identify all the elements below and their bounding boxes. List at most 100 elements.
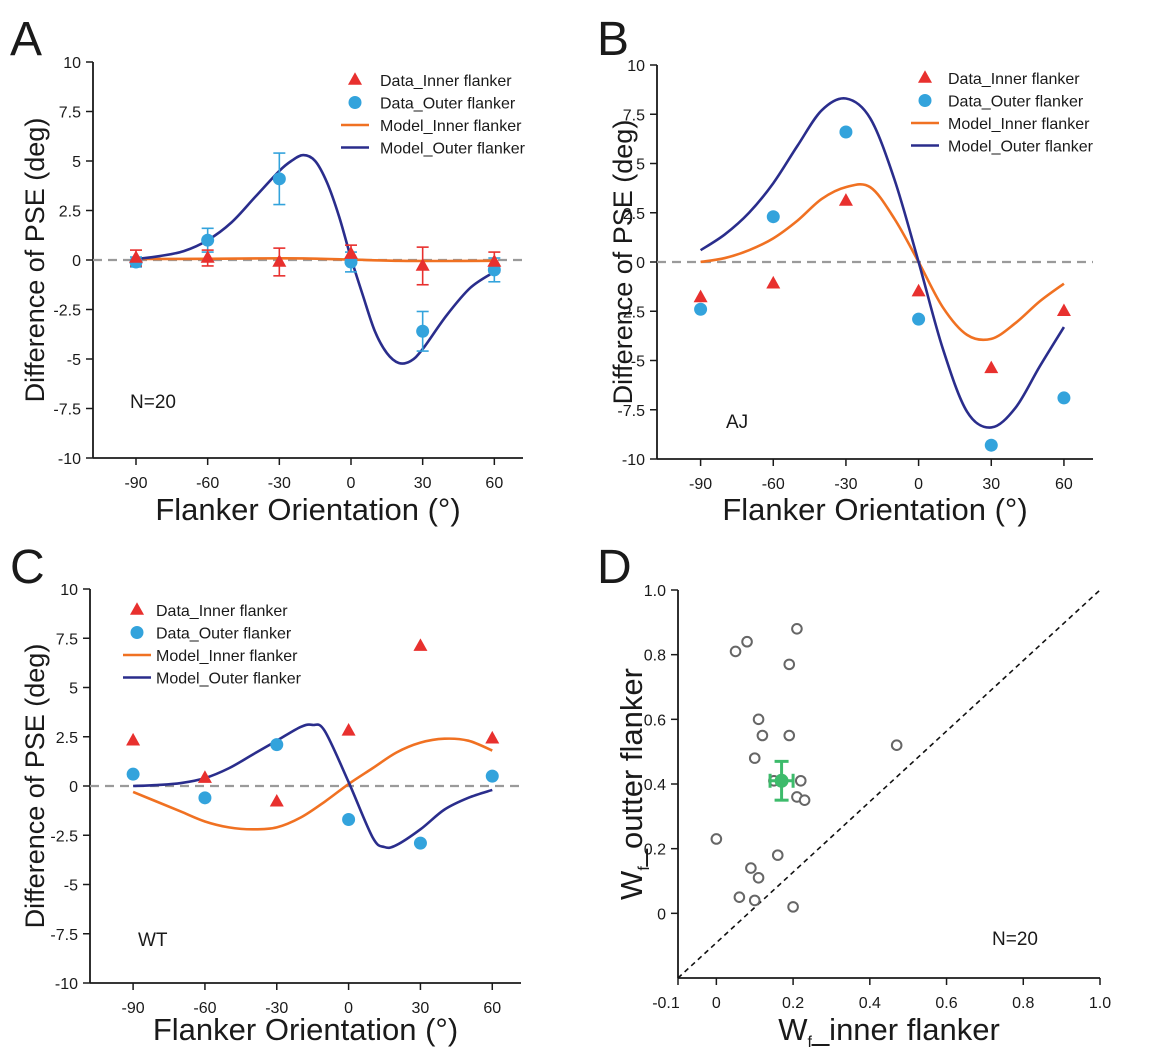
panel-a: A 10 7.5 5 2.5 0 -2.5 -5 -7.5 -10 -90 -60 -30 0 30 60 Di… bbox=[10, 13, 526, 527]
subject-point bbox=[752, 871, 765, 884]
x-tick-label: -60 bbox=[193, 1000, 216, 1017]
y-axis-title: Wf_outter flanker bbox=[614, 668, 653, 900]
legend-label: Model_Outer flanker bbox=[156, 671, 302, 688]
x-tick-label: 60 bbox=[1055, 476, 1073, 493]
y-tick-label: -7.5 bbox=[53, 402, 81, 419]
legend: Data_Inner flanker Data_Outer flanker Mode… bbox=[911, 70, 1094, 156]
y-tick-label: 7.5 bbox=[59, 105, 81, 122]
x-tick-label: -30 bbox=[834, 476, 857, 493]
data-outer-point bbox=[272, 172, 286, 186]
y-tick-label: 2.5 bbox=[56, 730, 78, 747]
legend-label: Model_Inner flanker bbox=[156, 648, 298, 665]
model-outer-line bbox=[699, 97, 1066, 429]
data-outer-point bbox=[126, 767, 140, 781]
subject-point bbox=[798, 794, 811, 806]
x-tick-label: 30 bbox=[982, 476, 1000, 493]
data-inner-point bbox=[341, 723, 356, 736]
y-tick-label: -7.5 bbox=[617, 403, 645, 420]
data-inner-point bbox=[984, 360, 999, 374]
panel-label: B bbox=[597, 13, 629, 66]
subject-point bbox=[794, 774, 807, 787]
x-tick-label: 0 bbox=[344, 1000, 353, 1017]
subject-point bbox=[741, 635, 753, 648]
y-tick-label: -5 bbox=[64, 878, 78, 895]
subject-point bbox=[787, 901, 799, 913]
identity-line bbox=[677, 589, 1101, 979]
subject-point bbox=[771, 849, 784, 861]
data-outer-point bbox=[416, 324, 430, 338]
data-inner-point bbox=[200, 250, 215, 263]
panel-b: B10 7.5 5 2.5 0 -2.5 -5 -7.5 -10 -90 -60 -30 0 30 60 Di… bbox=[597, 13, 1094, 527]
y-tick-label: 0.8 bbox=[644, 648, 666, 665]
legend-inner-data-marker bbox=[348, 72, 362, 85]
y-tick-label: -10 bbox=[622, 452, 645, 469]
y-tick-label: -2.5 bbox=[617, 304, 645, 321]
subject-point bbox=[745, 862, 757, 874]
x-tick-label: 30 bbox=[412, 1000, 430, 1017]
y-tick-label: 5 bbox=[72, 154, 81, 171]
legend-label: Data_Outer flanker bbox=[948, 94, 1084, 111]
model-outer-line bbox=[135, 153, 496, 365]
y-tick-label: 0 bbox=[636, 255, 645, 272]
y-tick-label: 7.5 bbox=[56, 631, 78, 648]
x-tick-label: 60 bbox=[485, 475, 503, 492]
x-tick-label: 0.2 bbox=[782, 995, 804, 1012]
data-inner-point bbox=[838, 193, 853, 206]
panel-label: D bbox=[597, 541, 632, 594]
y-title-sub: f bbox=[636, 866, 653, 871]
subject-point bbox=[890, 739, 903, 752]
legend-label: Data_Outer flanker bbox=[156, 626, 292, 643]
mean-point bbox=[774, 773, 789, 788]
panel-annotation: N=20 bbox=[992, 929, 1038, 950]
y-title-rest: _outter flanker bbox=[614, 668, 649, 867]
data-outer-point bbox=[485, 769, 499, 783]
legend-outer-data-marker bbox=[918, 94, 932, 107]
data-inner-point bbox=[413, 638, 428, 651]
y-tick-label: -7.5 bbox=[50, 927, 78, 944]
data-outer-point bbox=[912, 312, 926, 326]
x-tick-label: 0.6 bbox=[935, 995, 957, 1012]
data-inner-point bbox=[197, 770, 212, 783]
data-outer-point bbox=[694, 302, 708, 316]
y-tick-label: 0 bbox=[69, 779, 78, 796]
y-tick-label: 0 bbox=[657, 906, 666, 923]
subject-point bbox=[733, 891, 746, 903]
data-inner-point bbox=[766, 275, 781, 289]
legend-inner-data-marker bbox=[130, 602, 144, 615]
y-title-main: W bbox=[614, 870, 649, 900]
x-tick-label: 0.4 bbox=[859, 995, 881, 1012]
subject-point bbox=[748, 894, 761, 907]
x-tick-label: -90 bbox=[689, 476, 712, 493]
y-tick-label: 0.6 bbox=[644, 712, 666, 729]
x-tick-label: -90 bbox=[122, 1000, 145, 1017]
y-tick-label: 10 bbox=[63, 55, 81, 72]
data-inner-point bbox=[911, 283, 926, 297]
model-inner-line bbox=[700, 183, 1065, 342]
x-tick-label: -0.1 bbox=[652, 995, 680, 1012]
data-inner-point bbox=[485, 730, 500, 744]
legend: Data_Inner flanker Data_Outer flanker Mode… bbox=[123, 602, 302, 688]
data-inner-point bbox=[129, 250, 143, 263]
x-axis-title: Flanker Orientation (°) bbox=[153, 1012, 458, 1047]
x-tick-label: -60 bbox=[762, 476, 785, 493]
y-tick-label: -2.5 bbox=[53, 303, 81, 320]
legend-label: Data_Inner flanker bbox=[156, 603, 288, 620]
y-tick-label: 2.5 bbox=[59, 204, 81, 221]
y-tick-label: 2.5 bbox=[623, 206, 645, 223]
data-outer-point bbox=[201, 233, 215, 247]
legend: Data_Inner flanker Data_Outer flanker Mode… bbox=[341, 72, 526, 158]
data-inner-point bbox=[693, 289, 708, 303]
y-axis-title: Difference of PSE (deg) bbox=[608, 120, 638, 405]
x-axis-title: Flanker Orientation (°) bbox=[722, 492, 1027, 527]
data-inner-point bbox=[1056, 303, 1071, 317]
x-title-sub: f bbox=[807, 1034, 812, 1048]
legend-label: Model_Outer flanker bbox=[380, 141, 526, 158]
y-tick-label: -2.5 bbox=[50, 828, 78, 845]
panel-annotation: WT bbox=[138, 930, 168, 951]
subject-point bbox=[752, 713, 765, 726]
y-tick-label: -10 bbox=[55, 976, 78, 993]
y-tick-label: 0 bbox=[72, 253, 81, 270]
x-title-main: W bbox=[778, 1012, 808, 1047]
model-inner-line bbox=[132, 737, 493, 831]
